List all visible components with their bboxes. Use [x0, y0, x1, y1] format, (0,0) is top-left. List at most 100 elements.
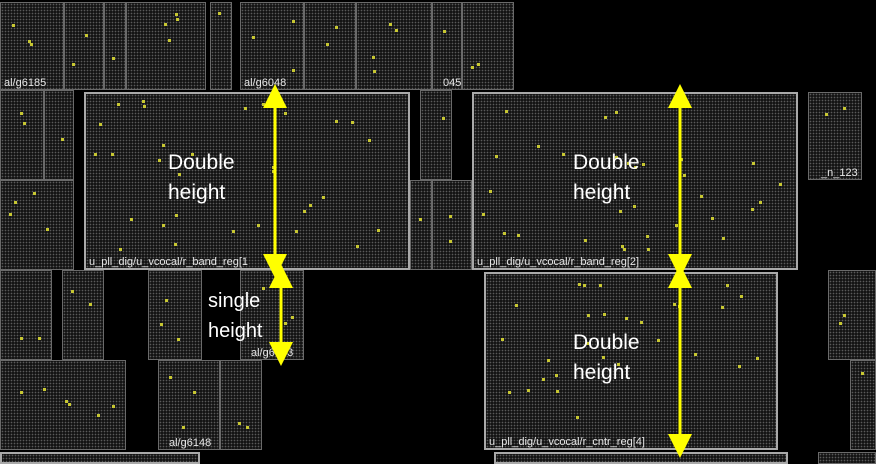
std-cell[interactable]: [64, 2, 104, 90]
pin-dot: [238, 422, 241, 425]
std-cell[interactable]: al/g6048: [240, 2, 304, 90]
std-cell[interactable]: [220, 360, 262, 450]
std-cell[interactable]: [828, 270, 876, 360]
std-cell[interactable]: [304, 2, 356, 90]
pin-dot: [162, 224, 165, 227]
std-cell[interactable]: [148, 270, 202, 360]
pin-dot: [599, 284, 602, 287]
pin-dot: [756, 357, 759, 360]
pin-dot: [175, 13, 178, 16]
pin-dot: [303, 210, 306, 213]
pin-dot: [9, 213, 12, 216]
std-cell[interactable]: [126, 2, 206, 90]
pin-dot: [527, 389, 530, 392]
pin-dot: [722, 237, 725, 240]
pin-dot: [442, 117, 445, 120]
std-cell[interactable]: [104, 2, 126, 90]
pin-dot: [169, 376, 172, 379]
pin-dot: [23, 122, 26, 125]
pin-dot: [861, 372, 864, 375]
std-cell[interactable]: [0, 90, 44, 180]
pin-dot: [112, 57, 115, 60]
pin-dot: [178, 173, 181, 176]
register-cell-cntr-reg-4[interactable]: u_pll_dig/u_vcocal/r_cntr_reg[4]: [484, 272, 778, 450]
pin-dot: [759, 201, 762, 204]
std-cell[interactable]: [420, 90, 452, 180]
std-cell[interactable]: [818, 452, 876, 464]
pin-dot: [501, 338, 504, 341]
std-cell[interactable]: _n_123: [808, 92, 862, 180]
pin-dot: [517, 234, 520, 237]
pin-dot: [621, 245, 624, 248]
cell-instance-label: _n_123: [821, 167, 858, 179]
pin-dot: [176, 18, 179, 21]
cell-instance-label: 045: [443, 77, 462, 89]
pin-dot: [615, 111, 618, 114]
register-cell-partial[interactable]: [0, 452, 200, 464]
pin-dot: [505, 110, 508, 113]
pin-dot: [625, 317, 628, 320]
pin-dot: [14, 201, 17, 204]
cell-instance-label: al/g6185: [4, 77, 47, 89]
pin-dot: [602, 356, 605, 359]
pin-dot: [508, 391, 511, 394]
std-cell[interactable]: [356, 2, 432, 90]
std-cell[interactable]: 045: [432, 2, 462, 90]
std-cell[interactable]: [0, 270, 52, 360]
pin-dot: [99, 123, 102, 126]
register-cell-band-reg-2[interactable]: u_pll_dig/u_vcocal/r_band_reg[2]: [472, 92, 798, 270]
pin-dot: [647, 248, 650, 251]
std-cell[interactable]: al/g6148: [158, 360, 220, 450]
pin-dot: [657, 339, 660, 342]
pin-dot: [751, 208, 754, 211]
pin-dot: [12, 24, 15, 27]
pin-dot: [738, 365, 741, 368]
std-cell[interactable]: [210, 2, 232, 90]
pin-dot: [779, 183, 782, 186]
pin-dot: [489, 190, 492, 193]
pin-dot: [740, 295, 743, 298]
std-cell[interactable]: [462, 2, 514, 90]
std-cell[interactable]: [62, 270, 104, 360]
pin-dot: [257, 224, 260, 227]
std-cell[interactable]: [0, 180, 74, 270]
pin-dot: [555, 374, 558, 377]
pin-dot: [38, 337, 41, 340]
std-cell[interactable]: [410, 180, 432, 270]
pin-dot: [335, 120, 338, 123]
register-label: u_pll_dig/u_vcocal/r_band_reg[2]: [477, 256, 640, 268]
pin-dot: [72, 63, 75, 66]
pin-dot: [356, 245, 359, 248]
pin-dot: [587, 314, 590, 317]
std-cell[interactable]: [0, 360, 126, 450]
pin-dot: [694, 353, 697, 356]
pin-dot: [295, 230, 298, 233]
pin-dot: [165, 299, 168, 302]
pin-dot: [30, 43, 33, 46]
pin-dot: [89, 303, 92, 306]
std-cell[interactable]: [432, 180, 472, 270]
pin-dot: [158, 159, 161, 162]
pin-dot: [419, 218, 422, 221]
pin-dot: [623, 248, 626, 251]
pin-dot: [578, 283, 581, 286]
pin-dot: [142, 100, 145, 103]
pin-dot: [65, 400, 68, 403]
pin-dot: [825, 113, 828, 116]
pin-dot: [547, 359, 550, 362]
single-height-annotation: single height: [208, 290, 263, 342]
pin-dot: [28, 40, 31, 43]
register-cell-band-reg-1[interactable]: u_pll_dig/u_vcocal/r_band_reg[1: [84, 92, 410, 270]
pin-dot: [164, 23, 167, 26]
register-cell-partial[interactable]: [494, 452, 788, 464]
pin-dot: [292, 69, 295, 72]
pin-dot: [20, 391, 23, 394]
std-cell[interactable]: al/g6185: [0, 2, 64, 90]
std-cell[interactable]: [44, 90, 74, 180]
pin-dot: [174, 243, 177, 246]
pin-dot: [646, 235, 649, 238]
pin-dot: [46, 228, 49, 231]
pin-dot: [615, 156, 618, 159]
double-height-annotation: Double height: [573, 151, 640, 204]
